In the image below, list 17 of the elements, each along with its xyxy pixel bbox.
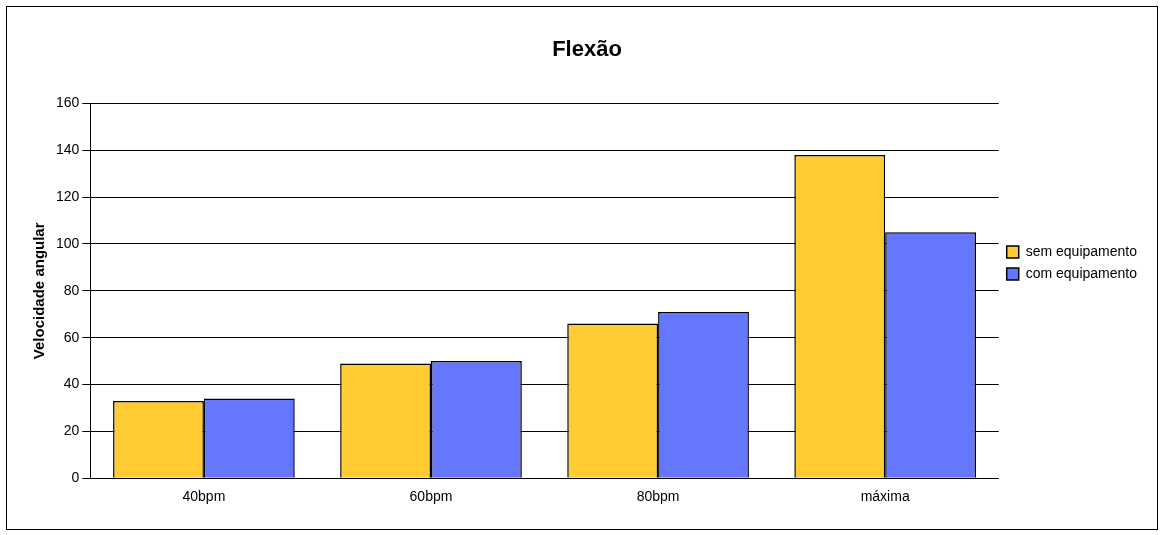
y-tick-label: 40 — [63, 375, 80, 392]
y-tick-label: 80 — [63, 281, 80, 298]
y-tick-label: 60 — [63, 328, 80, 345]
y-tick-label: 160 — [56, 94, 80, 111]
y-tick-label: 100 — [56, 234, 80, 251]
y-axis-title: Velocidade angular — [30, 222, 48, 360]
y-tick-label: 20 — [63, 422, 80, 439]
y-tick-label: 140 — [56, 141, 80, 158]
legend-label: com equipamento — [1025, 264, 1138, 281]
x-tick-label: 40bpm — [182, 488, 226, 505]
x-tick-label: 60bpm — [409, 488, 453, 505]
chart-title: Flexão — [552, 36, 622, 62]
x-tick-label: máxima — [860, 488, 910, 505]
x-tick-label: 80bpm — [636, 488, 680, 505]
y-tick-label: 0 — [71, 469, 80, 486]
y-tick-label: 120 — [56, 187, 80, 204]
legend-label: sem equipamento — [1025, 242, 1138, 259]
